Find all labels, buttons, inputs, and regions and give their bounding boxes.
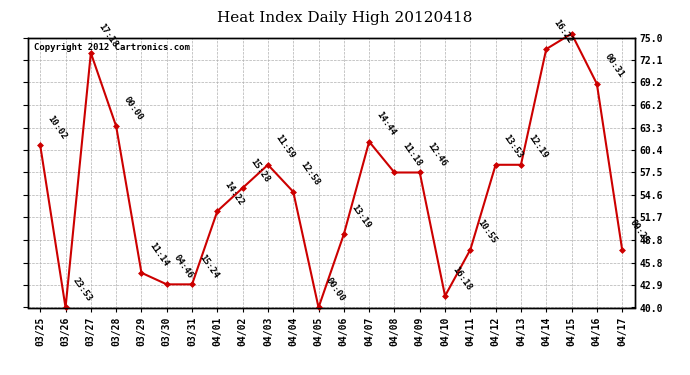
Text: 00:31: 00:31 — [602, 53, 625, 80]
Text: 23:53: 23:53 — [71, 276, 94, 303]
Text: 04:46: 04:46 — [172, 253, 195, 280]
Text: 12:19: 12:19 — [526, 134, 549, 160]
Text: 13:19: 13:19 — [349, 203, 372, 230]
Text: 17:18: 17:18 — [97, 22, 119, 49]
Text: 16:22: 16:22 — [552, 18, 575, 45]
Text: Heat Index Daily High 20120418: Heat Index Daily High 20120418 — [217, 11, 473, 25]
Text: 10:02: 10:02 — [46, 114, 68, 141]
Text: 00:00: 00:00 — [121, 95, 144, 122]
Text: 00:00: 00:00 — [324, 276, 347, 303]
Text: 12:58: 12:58 — [299, 160, 322, 188]
Text: 15:28: 15:28 — [248, 157, 271, 184]
Text: 10:55: 10:55 — [476, 218, 499, 246]
Text: 12:46: 12:46 — [425, 141, 448, 168]
Text: 09:25: 09:25 — [628, 218, 651, 246]
Text: 15:24: 15:24 — [197, 253, 220, 280]
Text: 11:59: 11:59 — [273, 134, 296, 160]
Text: 16:18: 16:18 — [451, 265, 473, 292]
Text: 13:53: 13:53 — [501, 134, 524, 160]
Text: 11:14: 11:14 — [147, 242, 170, 268]
Text: Copyright 2012 Cartronics.com: Copyright 2012 Cartronics.com — [34, 43, 190, 52]
Text: 11:18: 11:18 — [400, 141, 423, 168]
Text: 14:22: 14:22 — [223, 180, 246, 207]
Text: 13:19: 13:19 — [0, 374, 1, 375]
Text: 14:44: 14:44 — [375, 110, 397, 138]
